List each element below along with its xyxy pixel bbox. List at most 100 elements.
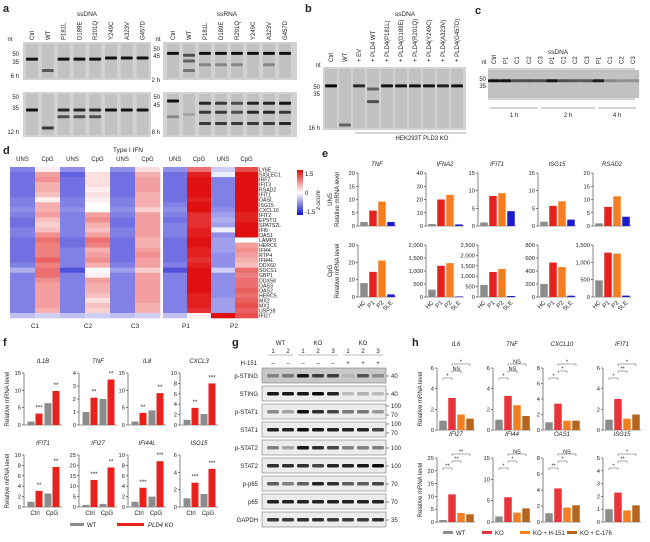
heatmap-column-header: UNS (66, 157, 79, 163)
legend-swatch-wt (70, 523, 84, 526)
marker-45: 45 (153, 54, 160, 60)
legend-label: KO (495, 531, 504, 537)
heatmap-cell (10, 287, 36, 294)
panel-a-ssdna-title: ssDNA (77, 11, 98, 18)
panel-f-chart-bar (107, 467, 115, 507)
gel-band (215, 122, 227, 125)
gel-lane (381, 69, 393, 128)
heatmap-sample-label: C3 (131, 323, 140, 330)
panel-e-chart-bar (549, 205, 557, 226)
panel-h-chart-tick-label: 10 (484, 477, 490, 483)
blot-band (267, 392, 279, 396)
panel-f-chart-tick-label: 6 (174, 453, 177, 459)
gel-band (511, 79, 524, 83)
panel-h-gene-title: CXCL10 (551, 342, 574, 348)
gel-band (488, 79, 500, 83)
blot-band (372, 410, 384, 414)
heatmap-cell (135, 302, 161, 309)
heatmap-cell (163, 272, 188, 279)
gel-band (215, 101, 227, 105)
panel-e-chart-tick-label: 0 (532, 224, 535, 230)
heatmap-cell (163, 302, 188, 309)
gel-lane (353, 69, 365, 128)
panel-e-chart-tick-label: 200 (525, 282, 535, 288)
significance-label: *** (90, 472, 98, 478)
heatmap-row-label: IFI27 (259, 313, 271, 319)
heatmap-column-header: UNS (169, 157, 182, 163)
panel-f-chart-bar (131, 501, 139, 507)
heatmap-cell (135, 242, 161, 248)
heatmap-row-label: SIGLEC1 (259, 173, 281, 179)
heatmap-cell (60, 307, 86, 314)
heatmap-cell (110, 212, 136, 218)
gel-band (615, 79, 628, 83)
heatmap-cell (110, 312, 136, 319)
heatmap-cell (60, 252, 86, 258)
gel-band (167, 99, 179, 103)
heatmap-cell (10, 282, 36, 289)
heatmap-cell (163, 187, 188, 193)
treatment-sign: – (286, 361, 290, 367)
heatmap-cell (211, 242, 236, 248)
heatmap-cell (110, 262, 136, 268)
heatmap-cell (187, 192, 212, 198)
heatmap-cell (235, 182, 259, 188)
panel-h-chart-tick-label: 10 (428, 494, 434, 500)
gel-lane (592, 70, 605, 98)
gel-lane (488, 70, 500, 98)
panel-h-gene-title: OAS1 (554, 432, 570, 438)
panel-f-gene-title: IFIT1 (36, 441, 50, 447)
gel-lane (26, 44, 38, 78)
heatmap-row-label: IRF7 (259, 178, 270, 184)
heatmap-cell (187, 182, 212, 188)
heatmap-row-label: DDX58 (259, 278, 276, 284)
significance-label: ** (551, 464, 556, 470)
blot-band (342, 500, 354, 504)
gel-band (263, 63, 275, 67)
panel-label-h: h (412, 337, 419, 349)
blot-lane-number: 2 (361, 349, 365, 355)
heatmap-cell (187, 222, 212, 228)
heatmap-cell (10, 167, 36, 173)
panel-h-chart-tick-label: 0 (487, 520, 490, 526)
heatmap-cell (10, 262, 36, 268)
heatmap-cell (85, 177, 111, 183)
marker-50: 50 (313, 85, 320, 91)
heatmap-cell (60, 292, 86, 299)
heatmap-cell (35, 177, 61, 183)
panel-f-chart-tick-label: 15 (119, 371, 125, 377)
heatmap-cell (211, 257, 236, 263)
heatmap-cell (135, 262, 161, 268)
panel-f-gene-title: IL1B (37, 359, 49, 365)
panel-f-chart-tick-label: 4 (73, 371, 77, 377)
panel-h-chart-bar (439, 519, 447, 522)
lane-label: WT (187, 30, 193, 40)
heatmap-cell (187, 277, 212, 284)
heatmap-cell (211, 187, 236, 193)
significance-label: ** (141, 405, 146, 411)
heatmap-cell (211, 267, 236, 273)
blot-band (372, 446, 384, 450)
heatmap-cell (10, 302, 36, 309)
blot-lane-number: 2 (316, 349, 320, 355)
time-label: 2 h (564, 113, 572, 119)
panel-f-chart-tick-label: 10 (171, 371, 177, 377)
panel-e-x-label: P2 (556, 300, 566, 310)
heatmap-cell (163, 222, 188, 228)
heatmap-cell (110, 242, 136, 248)
heatmap-cell (60, 282, 86, 289)
blot-band (282, 464, 294, 468)
heatmap-cell (10, 197, 36, 203)
treatment-sign: – (316, 361, 320, 367)
blot-band (267, 374, 279, 378)
panel-h-chart-bar (504, 395, 512, 430)
heatmap-column-header: CpG (141, 157, 154, 163)
gel-band (89, 115, 102, 119)
gel-lane (263, 44, 275, 78)
heatmap-cell (235, 282, 259, 289)
lane-label: G457D (283, 20, 289, 40)
gel-lane (325, 69, 337, 128)
panel-e-chart-bar (437, 199, 445, 226)
gel-band (279, 122, 291, 125)
significance-label: * (511, 457, 514, 463)
